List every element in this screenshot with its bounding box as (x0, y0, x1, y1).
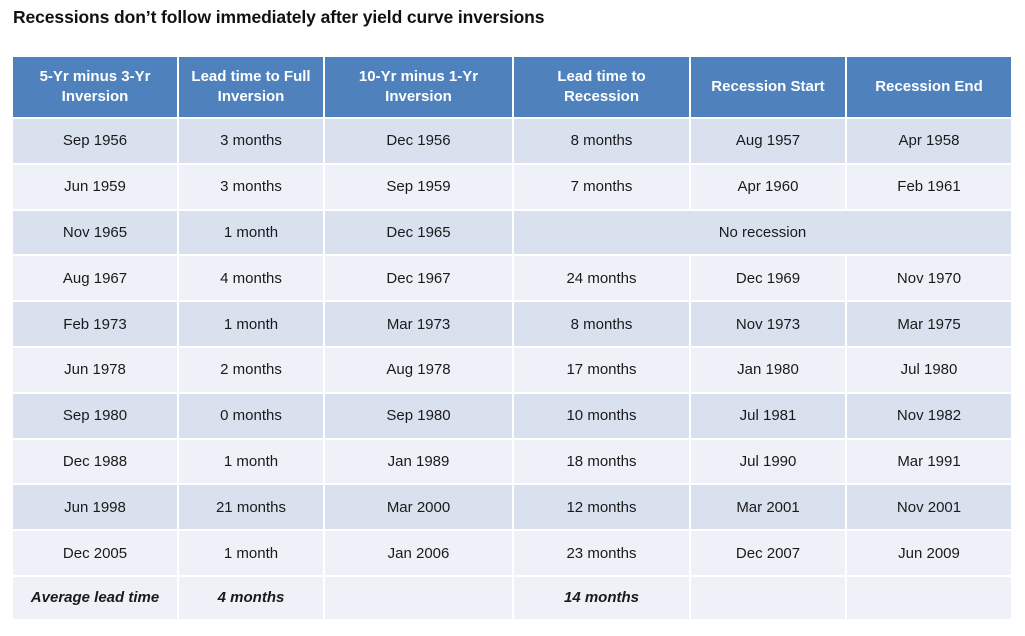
cell-lead-time-full-inversion: 4 months (178, 255, 325, 303)
cell-recession-start: Mar 2001 (690, 484, 847, 532)
cell-5yr-3yr-inversion: Jun 1998 (13, 484, 179, 532)
cell-lead-time-full-inversion: 1 month (178, 438, 325, 486)
average-empty-cell (846, 574, 1011, 621)
average-empty-cell (324, 574, 514, 621)
cell-lead-time-recession: 18 months (513, 438, 691, 486)
cell-recession-end: Apr 1958 (846, 118, 1011, 165)
yield-curve-table: 5-Yr minus 3-Yr Inversion Lead time to F… (13, 57, 1011, 621)
cell-lead-time-recession: 12 months (513, 484, 691, 532)
cell-10yr-1yr-inversion: Sep 1980 (324, 392, 514, 440)
cell-lead-time-recession: 24 months (513, 255, 691, 303)
cell-lead-time-full-inversion: 1 month (178, 301, 325, 348)
cell-lead-time-recession: 10 months (513, 392, 691, 440)
table-row: Dec 2005 1 month Jan 2006 23 months Dec 2007… (13, 530, 1011, 577)
average-row: Average lead time 4 months 14 months (13, 574, 1011, 621)
cell-recession-end: Nov 1970 (846, 255, 1011, 303)
cell-5yr-3yr-inversion: Aug 1967 (13, 255, 179, 303)
header-lead-time-full-inversion: Lead time to Full Inversion (178, 57, 325, 119)
header-10yr-minus-1yr: 10-Yr minus 1-Yr Inversion (324, 57, 514, 119)
cell-no-recession: No recession (513, 209, 1011, 257)
cell-10yr-1yr-inversion: Jan 1989 (324, 438, 514, 486)
cell-lead-time-full-inversion: 21 months (178, 484, 325, 532)
table-row: Feb 1973 1 month Mar 1973 8 months Nov 1973 M… (13, 301, 1011, 348)
table-body: Sep 1956 3 months Dec 1956 8 months Aug 1957… (13, 118, 1011, 577)
cell-lead-time-recession: 23 months (513, 530, 691, 577)
cell-lead-time-full-inversion: 3 months (178, 118, 325, 165)
table-row: Sep 1956 3 months Dec 1956 8 months Aug 1957… (13, 118, 1011, 165)
cell-lead-time-recession: 17 months (513, 346, 691, 394)
cell-lead-time-full-inversion: 1 month (178, 530, 325, 577)
cell-recession-start: Dec 1969 (690, 255, 847, 303)
cell-recession-end: Jun 2009 (846, 530, 1011, 577)
cell-5yr-3yr-inversion: Jun 1959 (13, 163, 179, 211)
cell-lead-time-recession: 8 months (513, 301, 691, 348)
cell-10yr-1yr-inversion: Dec 1956 (324, 118, 514, 165)
cell-10yr-1yr-inversion: Dec 1967 (324, 255, 514, 303)
cell-recession-end: Feb 1961 (846, 163, 1011, 211)
cell-lead-time-full-inversion: 0 months (178, 392, 325, 440)
cell-lead-time-recession: 8 months (513, 118, 691, 165)
average-lead-time-full-inversion: 4 months (178, 574, 325, 621)
cell-5yr-3yr-inversion: Nov 1965 (13, 209, 179, 257)
header-5yr-minus-3yr: 5-Yr minus 3-Yr Inversion (13, 57, 179, 119)
cell-recession-start: Nov 1973 (690, 301, 847, 348)
cell-recession-start: Jul 1981 (690, 392, 847, 440)
header-row: 5-Yr minus 3-Yr Inversion Lead time to F… (13, 57, 1011, 119)
cell-recession-start: Apr 1960 (690, 163, 847, 211)
table-row: Jun 1998 21 months Mar 2000 12 months Mar 20… (13, 484, 1011, 532)
cell-recession-end: Jul 1980 (846, 346, 1011, 394)
cell-lead-time-recession: 7 months (513, 163, 691, 211)
average-label: Average lead time (13, 574, 179, 621)
cell-lead-time-full-inversion: 3 months (178, 163, 325, 211)
table-row: Jun 1978 2 months Aug 1978 17 months Jan 198… (13, 346, 1011, 394)
cell-recession-start: Aug 1957 (690, 118, 847, 165)
cell-recession-start: Jan 1980 (690, 346, 847, 394)
cell-recession-start: Jul 1990 (690, 438, 847, 486)
average-empty-cell (690, 574, 847, 621)
cell-lead-time-full-inversion: 2 months (178, 346, 325, 394)
cell-recession-end: Nov 2001 (846, 484, 1011, 532)
cell-10yr-1yr-inversion: Aug 1978 (324, 346, 514, 394)
cell-recession-end: Mar 1991 (846, 438, 1011, 486)
header-lead-time-recession: Lead time to Recession (513, 57, 691, 119)
header-recession-end: Recession End (846, 57, 1011, 119)
cell-recession-end: Mar 1975 (846, 301, 1011, 348)
table-row: Dec 1988 1 month Jan 1989 18 months Jul 1990… (13, 438, 1011, 486)
table-row: Sep 1980 0 months Sep 1980 10 months Jul 198… (13, 392, 1011, 440)
cell-5yr-3yr-inversion: Dec 2005 (13, 530, 179, 577)
cell-5yr-3yr-inversion: Jun 1978 (13, 346, 179, 394)
table-row: Nov 1965 1 month Dec 1965 No recession (13, 209, 1011, 257)
cell-5yr-3yr-inversion: Sep 1956 (13, 118, 179, 165)
table-row: Jun 1959 3 months Sep 1959 7 months Apr 1960… (13, 163, 1011, 211)
cell-10yr-1yr-inversion: Jan 2006 (324, 530, 514, 577)
table-title: Recessions don’t follow immediately afte… (13, 7, 545, 27)
cell-lead-time-full-inversion: 1 month (178, 209, 325, 257)
average-lead-time-recession: 14 months (513, 574, 691, 621)
cell-10yr-1yr-inversion: Sep 1959 (324, 163, 514, 211)
cell-5yr-3yr-inversion: Feb 1973 (13, 301, 179, 348)
header-recession-start: Recession Start (690, 57, 847, 119)
table-row: Aug 1967 4 months Dec 1967 24 months Dec 196… (13, 255, 1011, 303)
cell-recession-end: Nov 1982 (846, 392, 1011, 440)
cell-5yr-3yr-inversion: Dec 1988 (13, 438, 179, 486)
cell-10yr-1yr-inversion: Dec 1965 (324, 209, 514, 257)
cell-recession-start: Dec 2007 (690, 530, 847, 577)
cell-5yr-3yr-inversion: Sep 1980 (13, 392, 179, 440)
cell-10yr-1yr-inversion: Mar 1973 (324, 301, 514, 348)
cell-10yr-1yr-inversion: Mar 2000 (324, 484, 514, 532)
